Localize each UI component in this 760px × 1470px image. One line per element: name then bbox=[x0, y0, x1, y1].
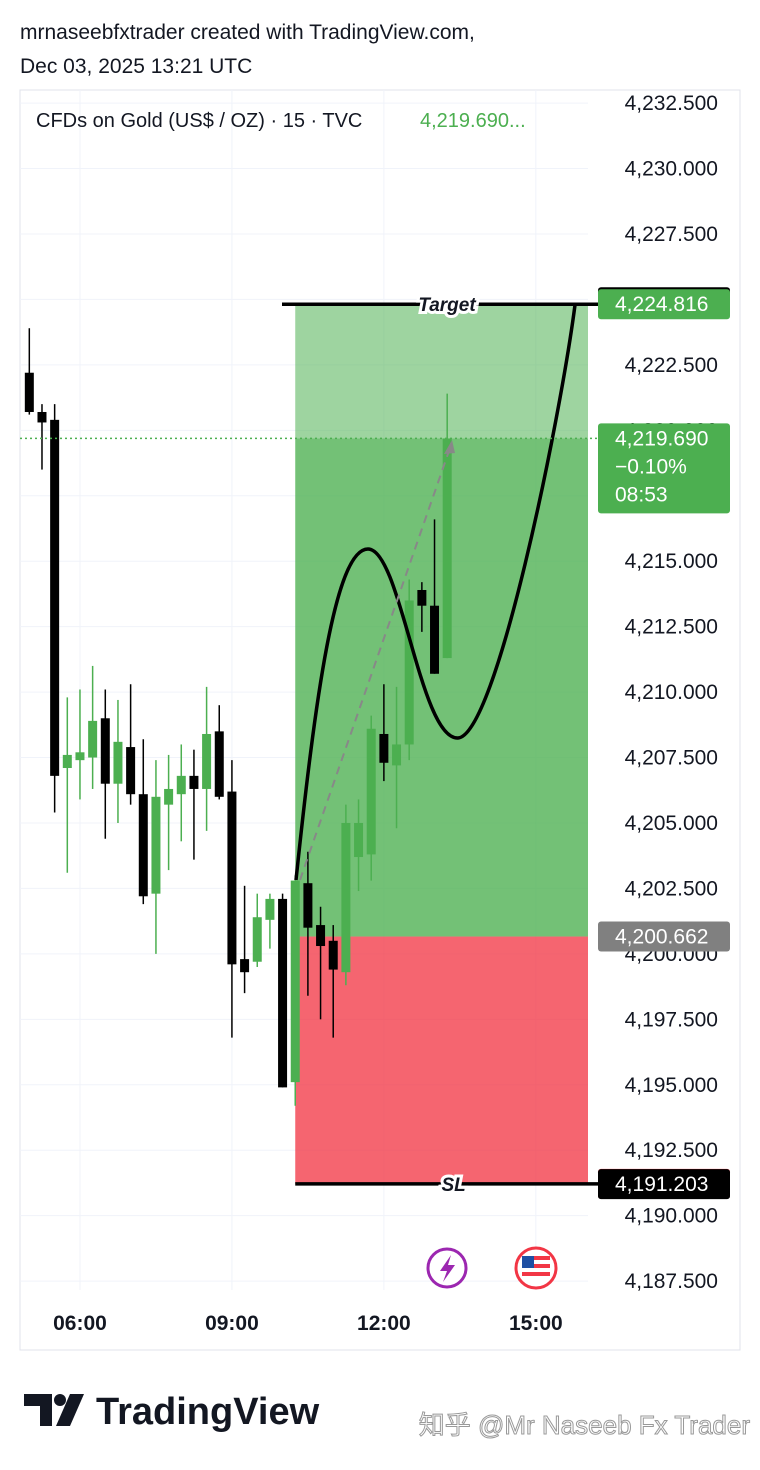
candle-body bbox=[113, 741, 123, 784]
axes: 4,187.500 4,190.000 4,192.500 4,195.000 4,19… bbox=[53, 92, 730, 1335]
price-label: 4,219.690 bbox=[615, 427, 708, 450]
target-zone-upper bbox=[295, 304, 588, 439]
logo-mark bbox=[24, 1394, 52, 1426]
x-tick-label: 09:00 bbox=[205, 1312, 259, 1335]
x-tick-label: 06:00 bbox=[53, 1312, 107, 1335]
last-price: 4,219.690... bbox=[420, 110, 526, 132]
chart-frame bbox=[19, 89, 741, 1351]
flag-stripe bbox=[522, 1264, 550, 1268]
candle-body bbox=[37, 411, 47, 423]
y-tick-label: 4,202.500 bbox=[625, 877, 718, 900]
candle-body bbox=[151, 796, 161, 894]
candle-body bbox=[290, 880, 300, 1083]
candle-body bbox=[316, 925, 326, 947]
candle-body bbox=[50, 419, 60, 776]
lightning bbox=[440, 1255, 455, 1282]
y-tick-label: 4,197.500 bbox=[625, 1008, 718, 1031]
target-label: Target bbox=[418, 295, 476, 316]
price-label-box bbox=[598, 921, 730, 952]
candle-body bbox=[189, 775, 199, 789]
y-tick-label: 4,230.000 bbox=[625, 158, 718, 181]
y-tick-label: 4,207.500 bbox=[625, 747, 718, 770]
watermark: 知乎 @Mr Naseeb Fx Trader bbox=[419, 1410, 751, 1440]
candle-body bbox=[126, 747, 136, 795]
candle-body bbox=[252, 917, 262, 962]
y-tick-label: 4,205.000 bbox=[625, 812, 718, 835]
event-icons bbox=[426, 1246, 558, 1290]
logo: TradingView bbox=[24, 1391, 320, 1433]
chart-title: CFDs on Gold (US$ / OZ) · 15 · TVC bbox=[36, 110, 362, 132]
y-tick-label: 4,195.000 bbox=[625, 1074, 718, 1097]
candle-body bbox=[442, 438, 452, 659]
candle-body bbox=[404, 600, 414, 745]
logo-mark bbox=[56, 1394, 84, 1426]
flag-stripe bbox=[522, 1256, 550, 1260]
candle-body bbox=[366, 728, 376, 855]
candle-body bbox=[176, 775, 186, 795]
candle-body bbox=[202, 733, 212, 789]
candle-body bbox=[138, 794, 148, 897]
y-tick-label: 4,227.500 bbox=[625, 223, 718, 246]
candle-body bbox=[265, 898, 275, 920]
candle-body bbox=[278, 898, 288, 1088]
candle-body bbox=[417, 590, 427, 606]
candle-body bbox=[430, 605, 440, 674]
y-tick-label: 4,187.500 bbox=[625, 1270, 718, 1293]
arrow-head bbox=[444, 440, 455, 454]
candle-body bbox=[328, 940, 338, 970]
y-tick-label: 4,215.000 bbox=[625, 550, 718, 573]
price-label-box bbox=[598, 423, 730, 514]
header-line: mrnaseebfxtrader created with TradingVie… bbox=[20, 21, 475, 44]
y-tick-label: 4,222.500 bbox=[625, 354, 718, 377]
candle-body bbox=[227, 791, 237, 965]
candles bbox=[24, 328, 452, 1106]
y-tick-label: 4,190.000 bbox=[625, 1205, 718, 1228]
y-tick-label: 4,210.000 bbox=[625, 681, 718, 704]
position-zone bbox=[295, 304, 588, 1184]
price-label: 4,191.203 bbox=[615, 1173, 708, 1196]
projection-arrow bbox=[299, 447, 451, 881]
candle-body bbox=[392, 744, 402, 766]
y-tick-label: 4,192.500 bbox=[625, 1139, 718, 1162]
x-tick-label: 12:00 bbox=[357, 1312, 411, 1335]
price-label: 4,200.662 bbox=[615, 926, 708, 949]
price-change: −0.10% bbox=[615, 455, 687, 478]
candle-body bbox=[303, 883, 313, 928]
price-label-box bbox=[598, 1169, 730, 1200]
candle-body bbox=[62, 754, 72, 769]
y-tick-label: 4,212.500 bbox=[625, 616, 718, 639]
stop-label: SL bbox=[441, 1175, 465, 1196]
flag-canton bbox=[522, 1256, 534, 1268]
candle-body bbox=[164, 788, 174, 805]
candle-body bbox=[379, 733, 389, 763]
countdown: 08:53 bbox=[615, 483, 668, 506]
x-tick-label: 15:00 bbox=[509, 1312, 563, 1335]
drawn-curve bbox=[294, 304, 577, 881]
candle-body bbox=[75, 752, 85, 761]
candle-body bbox=[354, 822, 364, 858]
candle-body bbox=[214, 731, 224, 797]
candle-body bbox=[240, 959, 250, 973]
target-zone-lower bbox=[295, 438, 588, 937]
candle-body bbox=[341, 822, 351, 973]
y-tick-label: 4,232.500 bbox=[625, 92, 718, 115]
stop-zone bbox=[295, 936, 588, 1184]
overlay: Target SL bbox=[20, 292, 598, 1199]
candle-body bbox=[24, 372, 34, 412]
logo-dot bbox=[54, 1394, 66, 1406]
header-date: Dec 03, 2025 13:21 UTC bbox=[20, 55, 252, 78]
candle-body bbox=[100, 718, 110, 784]
price-label-box bbox=[598, 289, 730, 320]
price-label: 4,224.816 bbox=[615, 293, 708, 316]
candle-body bbox=[88, 720, 98, 758]
flag-stripe bbox=[522, 1272, 550, 1276]
logo-text: TradingView bbox=[96, 1391, 320, 1433]
